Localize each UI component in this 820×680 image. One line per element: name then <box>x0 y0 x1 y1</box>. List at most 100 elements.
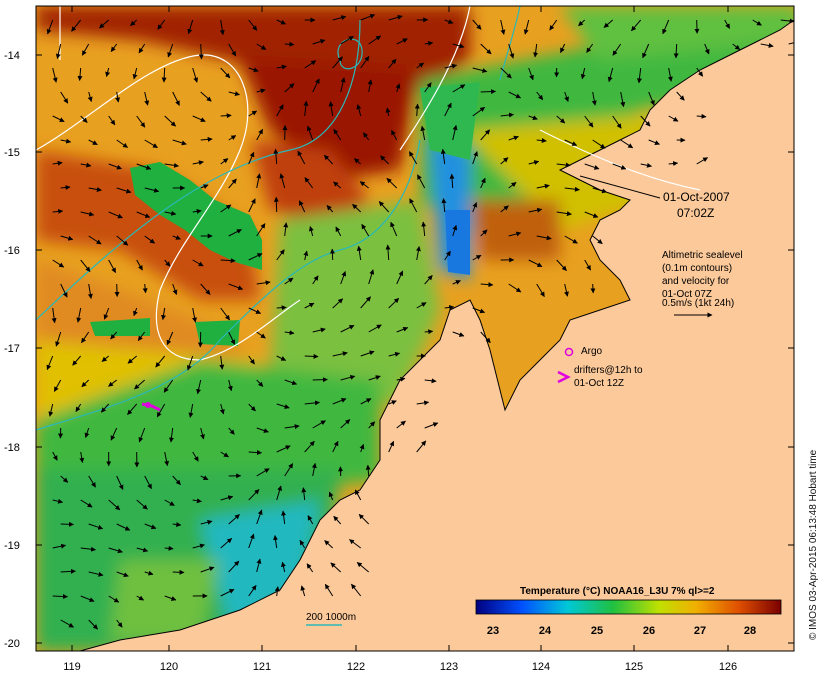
velocity-arrow <box>528 259 543 268</box>
colorbar-title: Temperature (°C) NOAA16_L3U 7% ql>=2 <box>520 586 715 597</box>
velocity-arrow <box>60 283 68 298</box>
velocity-arrow <box>323 154 334 165</box>
velocity-arrow <box>133 307 138 317</box>
velocity-arrow <box>304 177 314 189</box>
velocity-arrow <box>444 304 455 310</box>
velocity-arrow <box>380 155 390 165</box>
velocity-arrow <box>136 259 143 271</box>
argo-label: Argo <box>581 346 603 357</box>
velocity-arrow <box>788 42 794 45</box>
velocity-arrow <box>409 198 418 213</box>
velocity-arrow <box>248 584 257 597</box>
velocity-arrow <box>284 424 300 430</box>
velocity-arrow <box>187 19 194 35</box>
velocity-arrow <box>172 283 178 295</box>
argo-marker-icon <box>564 347 574 357</box>
velocity-arrow <box>603 19 614 28</box>
velocity-arrow <box>340 419 351 429</box>
velocity-arrow <box>584 211 599 218</box>
velocity-arrow <box>472 307 486 314</box>
velocity-arrow <box>60 184 71 190</box>
velocity-arrow <box>80 595 95 602</box>
velocity-arrow <box>324 583 334 597</box>
velocity-arrow <box>248 450 262 456</box>
velocity-arrow <box>87 91 93 102</box>
velocity-arrow <box>200 136 213 142</box>
velocity-arrow <box>424 329 434 335</box>
velocity-arrow <box>368 35 382 45</box>
velocity-arrow <box>188 403 194 418</box>
velocity-arrow <box>354 158 362 165</box>
velocity-arrow <box>349 539 362 549</box>
velocity-arrow <box>256 331 266 339</box>
velocity-arrow <box>228 229 242 237</box>
velocity-arrow <box>256 88 266 94</box>
velocity-arrow <box>116 139 129 148</box>
velocity-arrow <box>449 173 455 189</box>
velocity-arrow <box>472 151 478 165</box>
colorbar-tick-label: 27 <box>694 625 706 637</box>
velocity-arrow <box>144 91 150 106</box>
velocity-arrow <box>631 19 642 32</box>
velocity-arrow <box>612 43 622 56</box>
velocity-arrow <box>164 210 177 216</box>
velocity-arrow <box>53 379 62 392</box>
drifter-tracks <box>141 402 161 412</box>
velocity-arrow <box>356 562 370 573</box>
velocity-arrow <box>367 79 373 93</box>
velocity-arrow <box>108 595 120 603</box>
velocity-arrow <box>52 543 67 549</box>
velocity-arrow <box>416 302 427 309</box>
velocity-arrow <box>220 158 229 165</box>
velocity-arrow <box>200 91 212 102</box>
velocity-arrow <box>60 475 69 483</box>
velocity-arrow <box>99 19 110 29</box>
altimetry-line: Altimetric sealevel <box>662 250 743 261</box>
colorbar <box>475 599 782 615</box>
velocity-arrow <box>220 538 233 549</box>
velocity-arrow <box>396 326 409 333</box>
velocity-arrow <box>480 282 494 288</box>
velocity-arrow <box>192 307 198 323</box>
velocity-arrow <box>144 235 156 244</box>
velocity-arrow <box>108 379 118 387</box>
velocity-arrow <box>414 103 420 117</box>
velocity-arrow <box>508 283 522 293</box>
velocity-arrow <box>200 283 211 295</box>
altimetry-line: and velocity for <box>662 276 730 287</box>
velocity-arrow <box>219 19 225 36</box>
velocity-arrow <box>273 196 279 213</box>
velocity-arrow <box>274 586 280 597</box>
velocity-arrow <box>198 43 204 60</box>
velocity-arrow <box>276 305 287 311</box>
velocity-arrow <box>536 235 552 241</box>
velocity-arrow <box>200 566 215 573</box>
drifter-label: drifters@12h to <box>574 365 643 376</box>
velocity-arrow <box>696 157 709 165</box>
velocity-arrow <box>108 115 116 126</box>
velocity-arrow <box>60 138 72 144</box>
velocity-arrow <box>578 19 586 27</box>
velocity-arrow <box>452 84 466 93</box>
velocity-arrow <box>351 583 362 597</box>
velocity-arrow <box>676 91 685 101</box>
velocity-arrow <box>640 115 651 127</box>
velocity-arrow <box>220 258 236 264</box>
velocity-arrow <box>84 427 90 438</box>
velocity-arrow <box>161 67 167 83</box>
velocity-arrow <box>358 513 370 525</box>
velocity-arrow <box>298 200 306 213</box>
velocity-arrow <box>127 403 138 415</box>
velocity-arrow <box>103 307 110 320</box>
y-tick-label: -19 <box>4 540 20 552</box>
velocity-arrow <box>386 177 398 189</box>
velocity-arrow <box>396 420 406 429</box>
velocity-arrow <box>324 540 334 549</box>
velocity-arrow <box>164 545 174 551</box>
velocity-arrow <box>110 331 118 340</box>
velocity-arrow <box>60 91 69 104</box>
velocity-arrow <box>48 403 54 417</box>
velocity-arrow <box>192 208 202 214</box>
velocity-arrow <box>52 498 64 504</box>
velocity-arrow <box>523 19 530 35</box>
